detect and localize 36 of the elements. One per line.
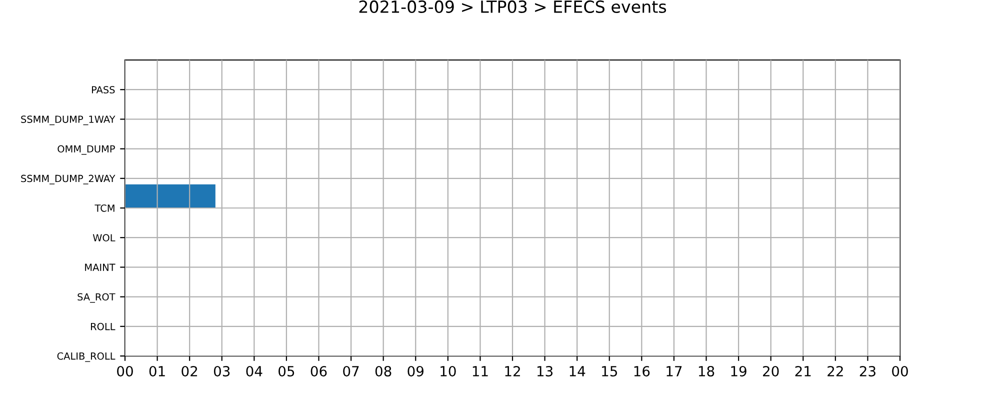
x-tick-label: 20 [763, 366, 779, 376]
x-tick-label: 14 [570, 366, 586, 376]
y-tick-label: OMM_DUMP [58, 145, 115, 155]
x-tick-label: 15 [602, 366, 617, 376]
y-tick-label: ROLL [90, 322, 116, 330]
x-tick-label: 01 [149, 366, 165, 376]
y-tick-label: PASS [92, 86, 115, 94]
x-tick-label: 10 [440, 366, 456, 376]
x-tick-label: 22 [828, 366, 843, 376]
x-tick-label: 00 [117, 366, 133, 376]
x-tick-label: 17 [666, 366, 682, 376]
y-tick-label: MAINT [85, 264, 116, 271]
x-tick-label: 11 [472, 366, 488, 376]
x-tick-label: 03 [214, 366, 230, 376]
y-tick-label: CALIB_ROLL [57, 352, 116, 362]
x-tick-label: 00 [892, 366, 908, 376]
y-tick-label: TCM [94, 204, 114, 212]
x-tick-label: 16 [634, 366, 650, 376]
x-tick-label: 12 [505, 366, 520, 376]
x-tick-label: 05 [278, 366, 294, 376]
x-tick-label: 13 [537, 366, 553, 376]
x-tick-label: 06 [310, 366, 327, 376]
x-tick-label: 02 [182, 366, 198, 376]
x-tick-label: 07 [343, 366, 359, 376]
x-tick-label: 04 [246, 366, 262, 376]
x-tick-label: 21 [795, 366, 811, 376]
y-tick-label: WOL [92, 234, 116, 242]
x-tick-label: 09 [408, 366, 424, 376]
chart-title: 2021-03-09 > LTP03 > EFECS events [359, 0, 666, 14]
x-tick-label: 19 [731, 366, 746, 376]
x-tick-label: 08 [375, 366, 392, 376]
x-tick-label: 18 [698, 366, 714, 376]
x-tick-label: 23 [860, 366, 876, 376]
y-tick-label: SSMM_DUMP_2WAY [21, 174, 116, 184]
y-tick-label: SSMM_DUMP_1WAY [21, 116, 116, 126]
y-tick-label: SA_ROT [78, 293, 116, 303]
